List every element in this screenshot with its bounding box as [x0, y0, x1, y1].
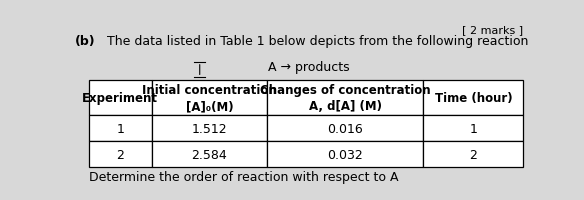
Text: [ 2 marks ]: [ 2 marks ]	[462, 25, 523, 35]
Text: The data listed in Table 1 below depicts from the following reaction: The data listed in Table 1 below depicts…	[107, 35, 529, 48]
Text: Experiment: Experiment	[82, 92, 158, 105]
Text: 1: 1	[116, 122, 124, 135]
Text: 0.016: 0.016	[327, 122, 363, 135]
Text: 2: 2	[116, 148, 124, 161]
Text: Initial concentration
[A]₀(M): Initial concentration [A]₀(M)	[142, 84, 277, 112]
Text: 2.584: 2.584	[192, 148, 227, 161]
Text: A → products: A → products	[267, 61, 349, 74]
Text: Changes of concentration
A, d[A] (M): Changes of concentration A, d[A] (M)	[260, 84, 430, 112]
Text: 1: 1	[470, 122, 477, 135]
Text: 2: 2	[470, 148, 477, 161]
Text: Determine the order of reaction with respect to A: Determine the order of reaction with res…	[89, 170, 398, 183]
Text: Time (hour): Time (hour)	[434, 92, 512, 105]
Text: 1.512: 1.512	[192, 122, 227, 135]
Text: 0.032: 0.032	[327, 148, 363, 161]
Text: (b): (b)	[75, 35, 96, 48]
